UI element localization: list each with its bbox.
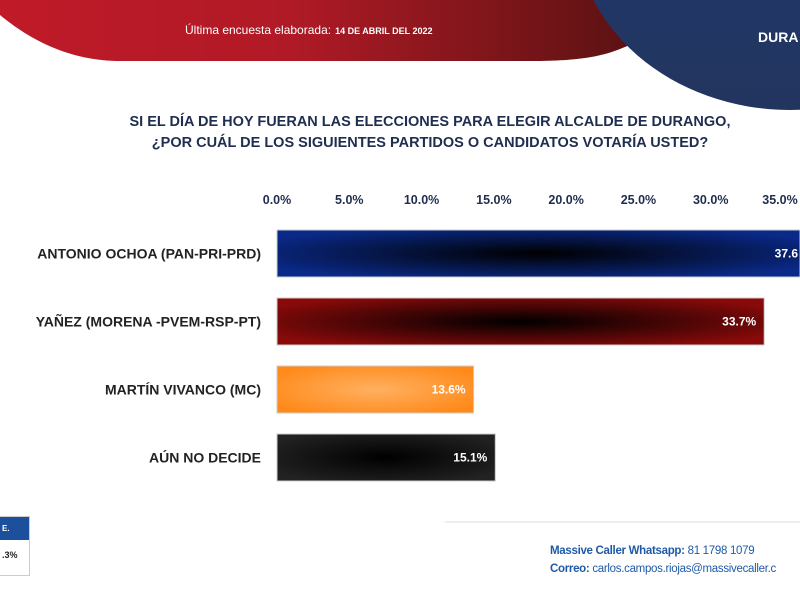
- legend-value: .3%: [2, 550, 18, 560]
- survey-date: Última encuesta elaborada: 14 DE ABRIL DE…: [185, 23, 432, 37]
- header-blue-band: [593, 0, 800, 110]
- whatsapp-number: 81 1798 1079: [687, 545, 755, 557]
- email-address[interactable]: carlos.campos.riojas@massivecaller.c: [592, 563, 776, 575]
- survey-label: Última encuesta elaborada:: [185, 23, 332, 37]
- tick-label: 35.0%: [762, 193, 797, 207]
- bar: [276, 365, 475, 414]
- tick-label: 25.0%: [621, 193, 656, 207]
- legend-box: E. .3%: [0, 516, 30, 576]
- value-label: 33.7%: [722, 315, 756, 329]
- bar: [276, 297, 765, 346]
- footer-divider: [445, 521, 800, 523]
- question-line-1: SI EL DÍA DE HOY FUERAN LAS ELECCIONES P…: [129, 114, 731, 130]
- bar: [276, 229, 800, 278]
- whatsapp-label: Massive Caller Whatsapp:: [550, 545, 685, 557]
- category-label: ANTONIO OCHOA (PAN-PRI-PRD): [37, 246, 261, 262]
- value-label: 13.6%: [432, 383, 466, 397]
- tick-label: 5.0%: [335, 193, 364, 207]
- question-title: SI EL DÍA DE HOY FUERAN LAS ELECCIONES P…: [0, 112, 800, 154]
- tick-label: 10.0%: [404, 193, 439, 207]
- category-label: YAÑEZ (MORENA -PVEM-RSP-PT): [36, 313, 261, 330]
- legend-header: E.: [0, 517, 29, 540]
- header-red-band: [0, 0, 640, 61]
- tick-label: 30.0%: [693, 193, 728, 207]
- survey-date-value: 14 DE ABRIL DEL 2022: [335, 26, 433, 36]
- email-label: Correo:: [550, 563, 590, 575]
- region-title: DURA: [758, 29, 799, 45]
- contact-info: Massive Caller Whatsapp: 81 1798 1079 Co…: [550, 542, 800, 578]
- question-line-2: ¿POR CUÁL DE LOS SIGUIENTES PARTIDOS O C…: [151, 135, 709, 151]
- tick-label: 15.0%: [476, 193, 511, 207]
- bar: [276, 433, 496, 482]
- category-label: MARTÍN VIVANCO (MC): [105, 382, 261, 398]
- category-label: AÚN NO DECIDE: [149, 449, 261, 466]
- tick-label: 20.0%: [548, 193, 583, 207]
- value-label: 15.1%: [453, 451, 487, 465]
- tick-label: 0.0%: [263, 193, 292, 207]
- value-label: 37.6: [775, 247, 799, 261]
